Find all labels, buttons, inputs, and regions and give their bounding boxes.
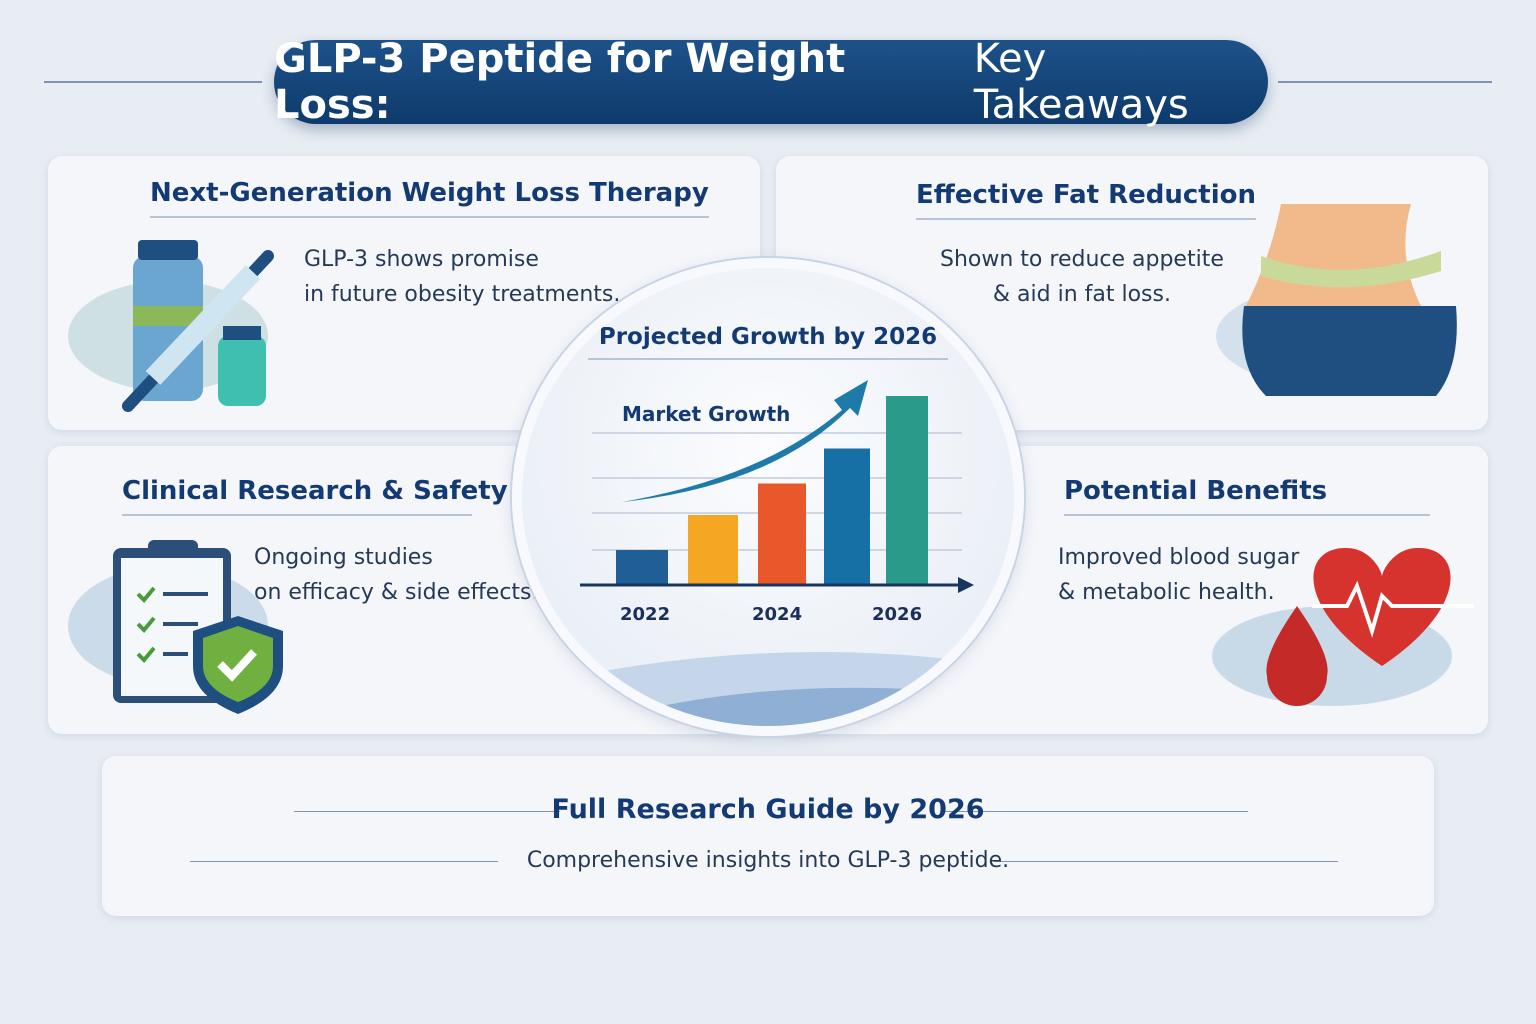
page-title: GLP-3 Peptide for Weight Loss: <box>274 36 846 128</box>
card-title: Effective Fat Reduction <box>916 180 1256 220</box>
divider <box>942 811 1248 812</box>
card-text: GLP-3 shows promise in future obesity tre… <box>304 247 621 307</box>
bar <box>758 483 806 585</box>
clipboard-shield-icon <box>68 540 283 714</box>
chart-title: Market Growth <box>622 402 791 426</box>
divider <box>190 861 498 862</box>
growth-circle: Projected Growth by 2026 Market Growth 2… <box>512 258 1024 736</box>
footer-subtitle: Comprehensive insights into GLP-3 peptid… <box>526 848 1010 873</box>
x-tick-label: 2026 <box>872 604 923 625</box>
page-subtitle: Key Takeaways <box>973 36 1189 128</box>
divider <box>1278 81 1492 83</box>
divider <box>44 81 262 83</box>
market-growth-chart <box>522 380 1014 726</box>
vial-syringe-icon <box>68 240 274 412</box>
bar <box>886 396 928 585</box>
footer-title: Full Research Guide by 2026 <box>551 794 985 825</box>
divider <box>994 861 1338 862</box>
card-text: Improved blood sugar & metabolic health. <box>1058 545 1300 605</box>
card-title: Potential Benefits <box>1064 476 1430 516</box>
center-title: Projected Growth by 2026 <box>588 324 948 360</box>
bar <box>616 550 668 585</box>
waist-measuring-tape-icon <box>1216 204 1457 396</box>
card-title: Next-Generation Weight Loss Therapy <box>150 178 709 218</box>
x-tick-label: 2022 <box>620 604 671 625</box>
card-text: Ongoing studies on efficacy & side effect… <box>254 545 539 605</box>
footer-card: Full Research Guide by 2026 Comprehensiv… <box>102 756 1434 916</box>
bar <box>688 515 738 585</box>
heart-blood-drop-icon <box>1212 547 1474 706</box>
x-tick-label: 2024 <box>752 604 803 625</box>
card-text: Shown to reduce appetite & aid in fat los… <box>940 247 1224 307</box>
card-title: Clinical Research & Safety <box>122 476 508 516</box>
divider <box>294 811 560 812</box>
title-banner: GLP-3 Peptide for Weight Loss: Key Takea… <box>274 36 1268 128</box>
x-axis-arrow <box>958 577 974 593</box>
bar <box>824 448 870 585</box>
